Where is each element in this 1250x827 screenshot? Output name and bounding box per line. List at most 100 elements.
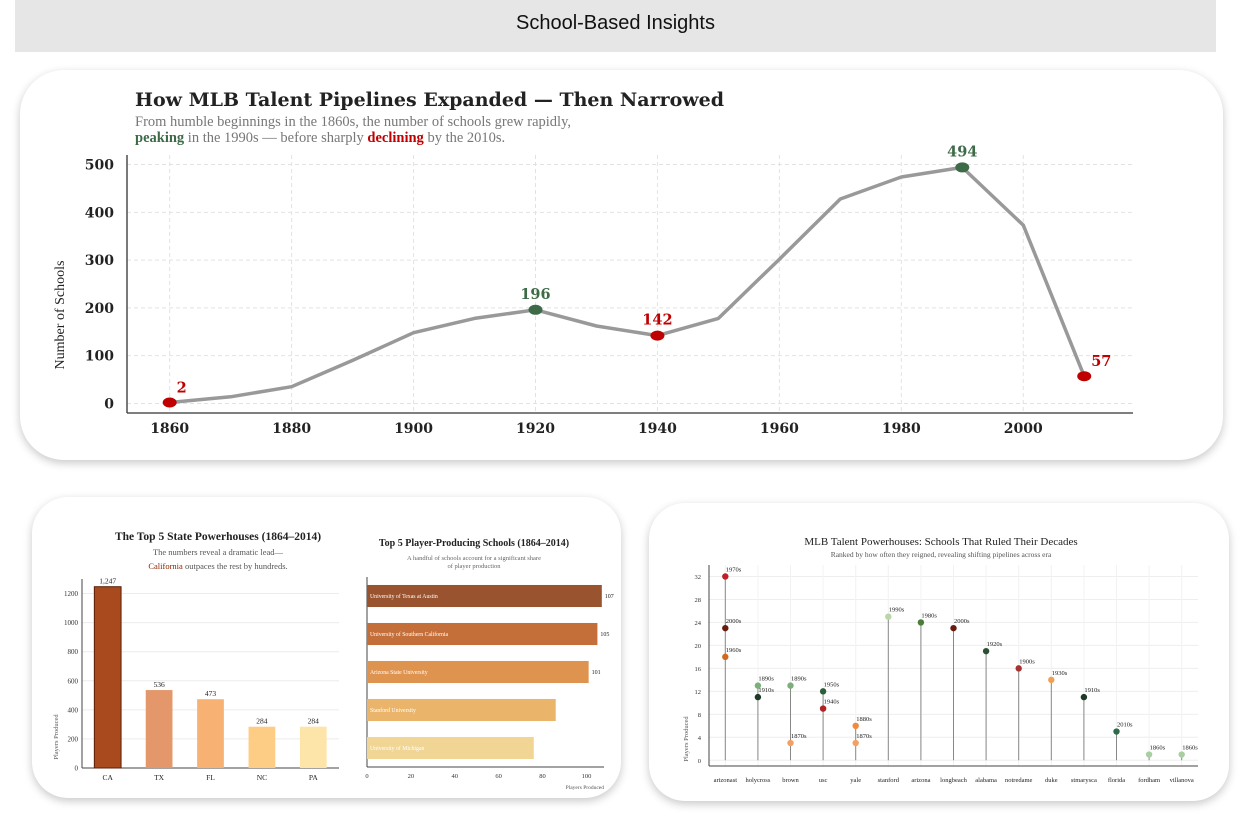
lollipop-chart-point-label: 2000s	[954, 618, 970, 625]
lollipop-chart-point	[917, 619, 925, 626]
bar-charts: The Top 5 State Powerhouses (1864–2014) …	[53, 531, 614, 791]
bar-charts-card: The Top 5 State Powerhouses (1864–2014) …	[32, 497, 621, 798]
line-chart-subtitle-part: declining	[367, 130, 424, 146]
lollipop-chart-point	[787, 682, 794, 689]
lollipop-chart-x-tick: alabama	[975, 777, 997, 784]
lollipop-chart-y-tick: 24	[695, 620, 702, 627]
lollipop-chart-point	[722, 573, 729, 580]
state-chart-title: The Top 5 State Powerhouses (1864–2014)	[115, 531, 321, 543]
lollipop-chart-point-label: 2000s	[726, 618, 742, 625]
lollipop-chart-ylabel: Players Produced	[683, 716, 690, 762]
line-chart-x-tick: 1920	[516, 421, 555, 437]
lollipop-chart-point	[950, 624, 957, 632]
line-chart-marker	[1077, 371, 1092, 382]
lollipop-chart-point-label: 1890s	[758, 676, 774, 683]
lollipop-chart-point-label: 1940s	[824, 699, 840, 706]
lollipop-chart-x-tick: arizona	[911, 777, 930, 784]
lollipop-chart-y-tick: 32	[695, 574, 702, 581]
lollipop-chart-point-label: 1930s	[1052, 670, 1068, 677]
lollipop-chart-x-tick: longbeach	[940, 777, 967, 784]
school-chart-x-tick: 20	[408, 773, 415, 780]
school-chart-value-label: 101	[592, 670, 601, 676]
lollipop-chart-x-tick: villanova	[1170, 777, 1194, 784]
line-chart-x-tick: 1880	[272, 421, 311, 437]
line-chart-marker	[528, 304, 543, 315]
lollipop-chart-point	[722, 624, 729, 632]
school-chart-bar	[367, 736, 534, 760]
lollipop-chart-point-label: 1960s	[726, 647, 742, 654]
lollipop-chart-point-label: 1880s	[856, 716, 872, 723]
lollipop-chart-point-label: 1990s	[889, 607, 905, 614]
lollipop-chart-point	[852, 722, 859, 729]
line-chart-title: How MLB Talent Pipelines Expanded — Then…	[135, 89, 724, 111]
state-chart-value-label: 536	[153, 680, 165, 689]
state-chart-x-tick: PA	[309, 773, 318, 782]
school-chart-bar-label: University of Texas at Austin	[370, 593, 438, 600]
school-chart: 0 20 40 60 80 100 University of Texas at Austi…	[365, 577, 614, 780]
line-chart-grid	[127, 155, 1133, 413]
lollipop-chart-point-label: 1910s	[1084, 687, 1100, 694]
line-chart-annotation: 57	[1091, 353, 1111, 370]
lollipop-chart-card: MLB Talent Powerhouses: Schools That Rul…	[649, 503, 1229, 801]
line-chart-x-tick: 1940	[638, 421, 677, 437]
school-chart-bar	[367, 622, 598, 646]
state-chart-x-tick: NC	[257, 773, 267, 782]
lollipop-chart-point	[1113, 728, 1120, 735]
school-chart-x-tick: 80	[539, 773, 546, 780]
lollipop-chart-point-label: 2010s	[1117, 722, 1133, 729]
lollipop-chart-x-tick: fordham	[1138, 777, 1160, 784]
lollipop-chart-point-label: 1900s	[1019, 658, 1035, 665]
line-chart-y-tick: 0	[104, 396, 114, 412]
line-chart-series-line	[169, 165, 1086, 405]
line-chart-subtitle-part: in the 1990s — before sharply	[184, 130, 367, 146]
lollipop-chart-point	[1048, 676, 1055, 684]
lollipop-chart-point-label: 1950s	[824, 681, 840, 688]
line-chart-y-tick: 300	[85, 253, 114, 269]
state-chart-x-tick: FL	[206, 773, 215, 782]
state-chart-bar	[248, 726, 276, 768]
line-chart-annotation: 196	[520, 286, 550, 303]
line-chart-ylabel: Number of Schools	[53, 261, 68, 370]
lollipop-chart-point-label: 1860s	[1150, 745, 1166, 752]
lollipop-chart-subtitle: Ranked by how often they reigned, reveal…	[831, 550, 1052, 559]
lollipop-chart-point	[852, 739, 859, 747]
lollipop-chart-x-tick: stmarysca	[1071, 777, 1097, 784]
lollipop-chart-point-label: 1890s	[791, 676, 807, 683]
state-chart-y-tick: 1200	[64, 590, 79, 598]
state-chart-value-label: 284	[308, 717, 320, 726]
state-chart-subtitle-line2: California outpaces the rest by hundreds…	[148, 561, 287, 571]
line-chart-marker	[650, 330, 665, 341]
state-chart-y-tick: 800	[68, 648, 79, 656]
line-chart-subtitle-part: by the 2010s.	[424, 130, 505, 146]
state-chart-subtitle-highlight: California	[148, 561, 183, 571]
line-chart-annotation: 142	[642, 312, 672, 329]
school-chart-value-label: 105	[600, 632, 609, 638]
lollipop-chart-y-tick: 20	[695, 643, 702, 650]
line-chart-y-tick: 200	[85, 301, 114, 317]
line-chart-x-tick: 1980	[882, 421, 921, 437]
state-chart-bar	[145, 690, 173, 768]
state-chart-ylabel: Players Produced	[53, 714, 60, 760]
page-banner: School-Based Insights	[15, 0, 1216, 52]
lollipop-chart-point	[1145, 751, 1153, 758]
line-chart-annotation: 494	[947, 143, 977, 160]
state-chart-x-tick: CA	[102, 773, 113, 782]
line-chart-marker	[162, 397, 177, 408]
school-chart-bar-label: Stanford University	[370, 707, 416, 714]
lollipop-chart-x-tick: duke	[1045, 777, 1058, 784]
school-chart-bar-label: Arizona State University	[370, 670, 428, 676]
school-chart-x-tick: 60	[495, 773, 502, 780]
line-chart-series: 2 196 142 494 57	[162, 143, 1111, 408]
state-chart-bar	[299, 726, 327, 768]
state-chart: 0 200 400 600 800 1000 1200 1,247 CA 536 TX 473 FL 28…	[64, 577, 339, 782]
line-chart-axes: 1860 1880 1900 1920 1940 1960 1980 2000 0 100 200 3…	[85, 155, 1133, 437]
line-chart-x-tick: 1960	[760, 421, 799, 437]
state-chart-y-tick: 1000	[64, 619, 79, 627]
line-chart-y-tick: 500	[85, 158, 114, 174]
lollipop-chart-point	[1178, 751, 1185, 758]
lollipop-chart-point-label: 1870s	[856, 733, 872, 740]
lollipop-chart-y-tick: 0	[698, 758, 701, 765]
lollipop-chart-point	[722, 653, 729, 661]
lollipop-chart-y-tick: 12	[695, 689, 702, 696]
lollipop-chart-point	[754, 682, 762, 689]
